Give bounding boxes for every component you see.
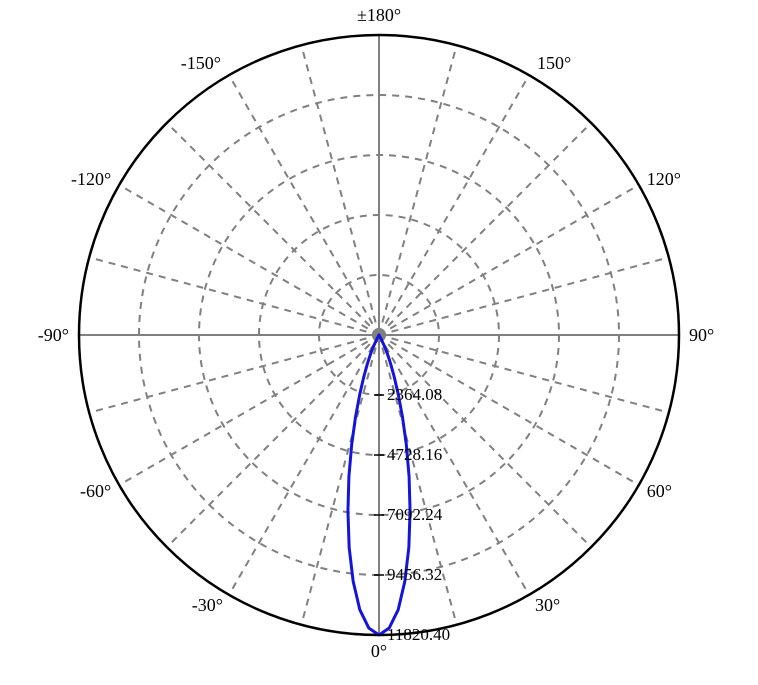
angle-label: 60° xyxy=(647,481,672,501)
radial-label: 4728.16 xyxy=(387,445,442,464)
radial-label: 11820.40 xyxy=(387,625,450,644)
angle-label: 150° xyxy=(537,53,571,73)
polar-chart: 2364.08 4728.16 7092.24 9456.32 11820.40 ±180… xyxy=(0,0,758,685)
angle-label: -30° xyxy=(192,595,223,615)
angle-label: -60° xyxy=(80,481,111,501)
angle-label: 0° xyxy=(371,641,387,661)
angle-label: 30° xyxy=(535,595,560,615)
angle-label: ±180° xyxy=(357,5,401,25)
radial-label: 7092.24 xyxy=(387,505,443,524)
angle-label: -90° xyxy=(38,325,69,345)
angle-label: 90° xyxy=(689,325,714,345)
angle-label: 120° xyxy=(647,169,681,189)
radial-label: 9456.32 xyxy=(387,565,442,584)
angle-label: -150° xyxy=(181,53,221,73)
angle-label: -120° xyxy=(71,169,111,189)
radial-label: 2364.08 xyxy=(387,385,442,404)
